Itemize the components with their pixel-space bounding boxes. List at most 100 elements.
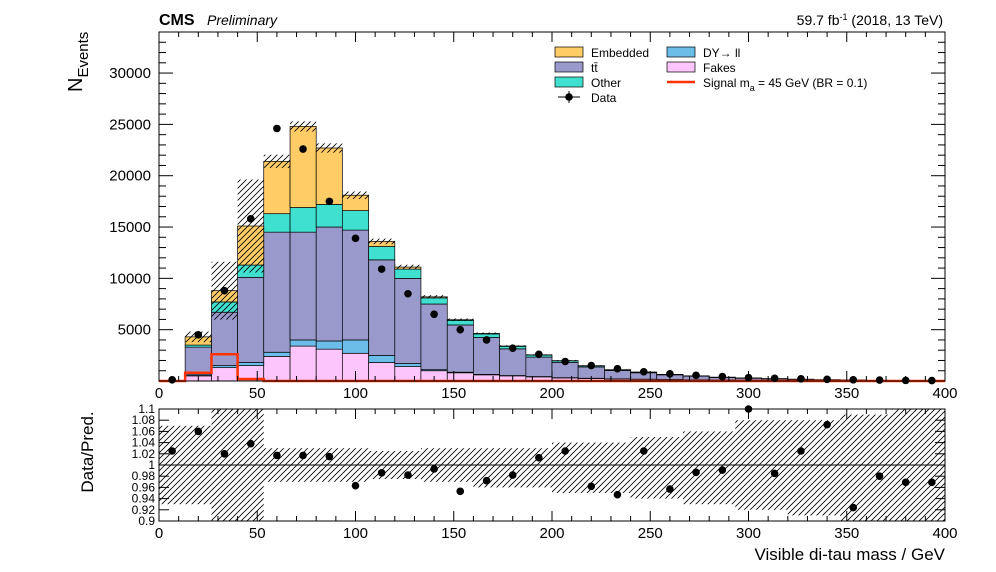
uncertainty-band-5	[290, 121, 317, 132]
ratio-point-11	[456, 487, 465, 496]
legend-label-data: Data	[591, 91, 617, 105]
data-point-14	[535, 350, 543, 359]
bar-other-8	[368, 246, 396, 261]
ratio-x-tick-label-6: 300	[736, 525, 761, 542]
ratio-band-13	[499, 448, 526, 488]
ratio-point-4	[273, 451, 281, 460]
data-point-4	[273, 124, 281, 133]
bar-fakes-8	[368, 362, 396, 382]
ratio-point-8	[377, 469, 386, 477]
data-point-27	[875, 376, 884, 384]
x-tick-label-3: 150	[441, 385, 466, 402]
y-tick-label-3: 20000	[109, 168, 151, 185]
ratio-point-7	[351, 481, 360, 490]
legend-label-signal: Signal ma = 45 GeV (BR = 0.1)	[703, 76, 867, 93]
bar-other-10	[420, 297, 448, 305]
bar-other-4	[263, 213, 291, 233]
x-tick-label-2: 100	[343, 385, 368, 402]
y-tick-label-2: 15000	[109, 219, 151, 236]
data-point-7	[351, 234, 360, 243]
legend-swatch-4	[666, 46, 696, 58]
legend-data-marker	[565, 93, 573, 101]
ratio-point-28	[901, 478, 910, 487]
ratio-x-tick-label-7: 350	[834, 525, 859, 542]
data-point-19	[666, 370, 674, 378]
data-point-20	[692, 371, 700, 380]
ratio-point-13	[508, 471, 517, 479]
legend-label-4: DY→ ll	[703, 46, 740, 60]
bar-embedded-4	[263, 160, 291, 215]
ratio-band-25	[813, 420, 841, 516]
bar-tt-14	[525, 356, 553, 377]
bar-tt-1	[184, 346, 212, 376]
bar-dyll-6	[315, 340, 343, 350]
data-point-3	[246, 215, 255, 223]
data-point-8	[377, 265, 386, 273]
data-point-24	[797, 375, 805, 383]
bar-tt-13	[499, 348, 527, 376]
bar-tt-3	[237, 276, 265, 363]
data-point-5	[299, 145, 307, 153]
ratio-point-20	[692, 468, 700, 477]
ratio-point-29	[928, 478, 936, 487]
ratio-point-19	[666, 485, 674, 493]
data-point-1	[194, 331, 203, 339]
data-point-0	[168, 375, 176, 384]
ratio-point-26	[849, 503, 858, 512]
bar-fakes-2	[211, 367, 238, 382]
x-tick-label-8: 400	[932, 385, 957, 402]
ratio-x-tick-label-3: 150	[441, 525, 466, 542]
legend-swatch-5	[666, 61, 696, 73]
lumi-label: 59.7 fb-1 (2018, 13 TeV)	[797, 12, 943, 28]
ratio-point-16	[587, 482, 596, 491]
uncertainty-band-11	[447, 318, 474, 321]
uncertainty-band-8	[368, 238, 395, 245]
bar-dyll-9	[394, 363, 422, 367]
bar-other-6	[315, 204, 343, 228]
experiment-label: CMS	[159, 12, 195, 29]
ratio-band-18	[630, 437, 657, 499]
ratio-x-tick-label-0: 0	[155, 525, 163, 542]
ratio-point-0	[168, 447, 176, 455]
ratio-point-5	[299, 451, 307, 460]
uncertainty-band-10	[420, 295, 448, 299]
data-point-12	[482, 336, 491, 344]
status-label: Preliminary	[207, 12, 278, 28]
x-tick-label-6: 300	[736, 385, 761, 402]
ratio-point-24	[797, 447, 805, 455]
bar-fakes-6	[315, 348, 343, 382]
y-tick-label-4: 25000	[109, 116, 151, 133]
x-axis-label: Visible di-tau mass / GeV	[754, 545, 945, 564]
ratio-point-15	[561, 447, 569, 455]
bar-tt-5	[289, 231, 317, 341]
data-point-9	[404, 289, 412, 298]
uncertainty-band-12	[473, 332, 500, 335]
bar-tt-4	[263, 231, 291, 353]
bar-embedded-5	[289, 126, 317, 208]
ratio-y-axis-label: Data/Pred.	[78, 411, 97, 492]
bar-other-5	[289, 207, 317, 233]
legend-label-0: Embedded	[591, 46, 649, 60]
ratio-point-21	[718, 466, 727, 474]
bar-tt-6	[315, 226, 343, 342]
ratio-x-tick-label-2: 100	[343, 525, 368, 542]
ratio-x-tick-label-8: 400	[932, 525, 957, 542]
ratio-band-27	[866, 414, 893, 521]
ratio-point-12	[482, 476, 491, 485]
data-point-16	[587, 361, 596, 370]
legend-label-5: Fakes	[703, 61, 736, 75]
legend-label-2: Other	[591, 76, 621, 90]
bar-tt-8	[368, 259, 396, 356]
uncertainty-band-7	[342, 191, 369, 199]
ratio-y-tick-label-5: 1	[148, 458, 155, 472]
bar-fakes-9	[394, 366, 422, 382]
ratio-band-17	[604, 442, 631, 493]
bar-tt-7	[341, 229, 370, 341]
data-point-10	[430, 310, 438, 319]
ratio-x-tick-label-5: 250	[638, 525, 663, 542]
main-plot: 5000 10000 15000 20000 25000 30000 0 50 100 150 20…	[109, 31, 958, 402]
uncertainty-band-9	[394, 264, 421, 270]
ratio-point-25	[823, 420, 831, 429]
